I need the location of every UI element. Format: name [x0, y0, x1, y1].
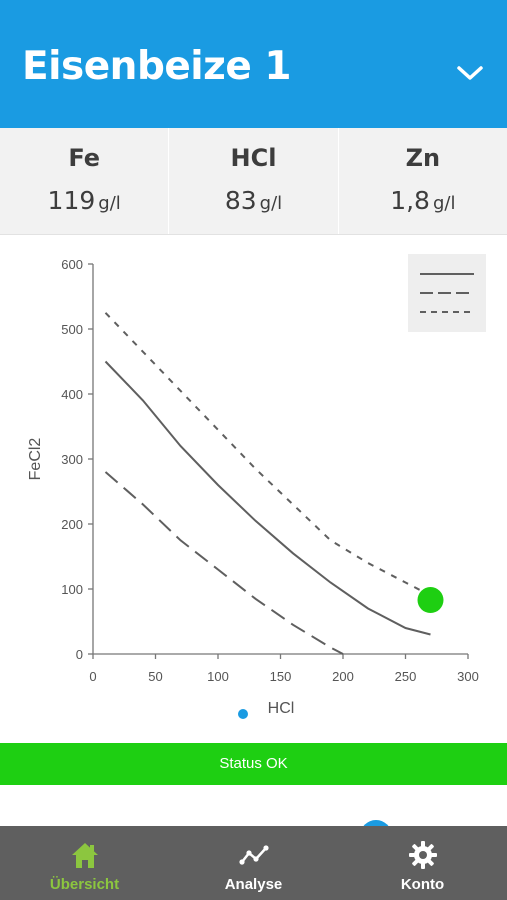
legend-marker: [238, 709, 248, 719]
y-axis-label: FeCl2: [27, 438, 44, 481]
bottom-nav: Übersicht Analyse Konto: [0, 826, 507, 900]
y-tick-label: 600: [61, 257, 83, 272]
series-line-long-dash: [104, 471, 344, 655]
stat-value: 119: [47, 186, 96, 215]
stat-fe: Fe 119 g/l: [0, 128, 170, 234]
stat-unit: g/l: [98, 193, 121, 214]
nav-label: Übersicht: [49, 876, 120, 893]
x-tick-label: 250: [395, 669, 417, 684]
stats-bar: Fe 119 g/l HCl 83 g/l Zn 1,8 g/l: [0, 128, 507, 235]
y-tick-label: 100: [61, 582, 83, 597]
y-tick-label: 300: [61, 452, 83, 467]
nav-label: Analyse: [224, 876, 283, 893]
stat-name: Fe: [68, 144, 101, 172]
app-header: Eisenbeize 1: [0, 0, 507, 128]
stat-hcl: HCl 83 g/l: [169, 128, 339, 234]
stat-unit: g/l: [432, 193, 456, 214]
home-icon: [71, 843, 98, 868]
y-tick-label: 0: [76, 647, 83, 662]
fecl2-hcl-chart: 0 100 200 300 400 500 600 0 50 100 150 200 250 300 FeC…: [27, 257, 479, 719]
gear-icon: [408, 841, 437, 869]
y-tick-label: 400: [61, 387, 83, 402]
nav-item-uebersicht[interactable]: Übersicht: [0, 826, 169, 900]
x-tick-label: 150: [270, 669, 292, 684]
y-tick-label: 200: [61, 517, 83, 532]
stat-name: Zn: [405, 144, 441, 172]
page-title: Eisenbeize 1: [22, 44, 292, 89]
nav-item-konto[interactable]: Konto: [338, 826, 507, 900]
line-styles-icon: [420, 273, 474, 313]
x-tick-label: 200: [332, 669, 354, 684]
nav-item-analyse[interactable]: Analyse: [169, 826, 338, 900]
stat-unit: g/l: [259, 193, 283, 214]
series-line-dotted: [104, 312, 431, 597]
stat-value: 83: [224, 186, 257, 215]
chevron-down-icon[interactable]: [455, 63, 485, 83]
x-tick-label: 0: [89, 669, 96, 684]
x-axis-label: HCl: [268, 700, 295, 717]
status-badge: Status OK: [0, 743, 507, 785]
chart-line-icon: [238, 845, 269, 865]
stat-value: 1,8: [390, 186, 430, 215]
series-line-solid: [104, 360, 431, 636]
legend-toggle-button[interactable]: [408, 254, 486, 332]
x-tick-label: 300: [457, 669, 479, 684]
current-value-point: [417, 587, 444, 614]
x-tick-label: 100: [207, 669, 229, 684]
y-tick-label: 500: [61, 322, 83, 337]
stat-name: HCl: [230, 144, 277, 172]
stat-zn: Zn 1,8 g/l: [339, 128, 507, 234]
content-area: [0, 786, 507, 826]
nav-label: Konto: [400, 876, 445, 893]
x-tick-label: 50: [148, 669, 162, 684]
